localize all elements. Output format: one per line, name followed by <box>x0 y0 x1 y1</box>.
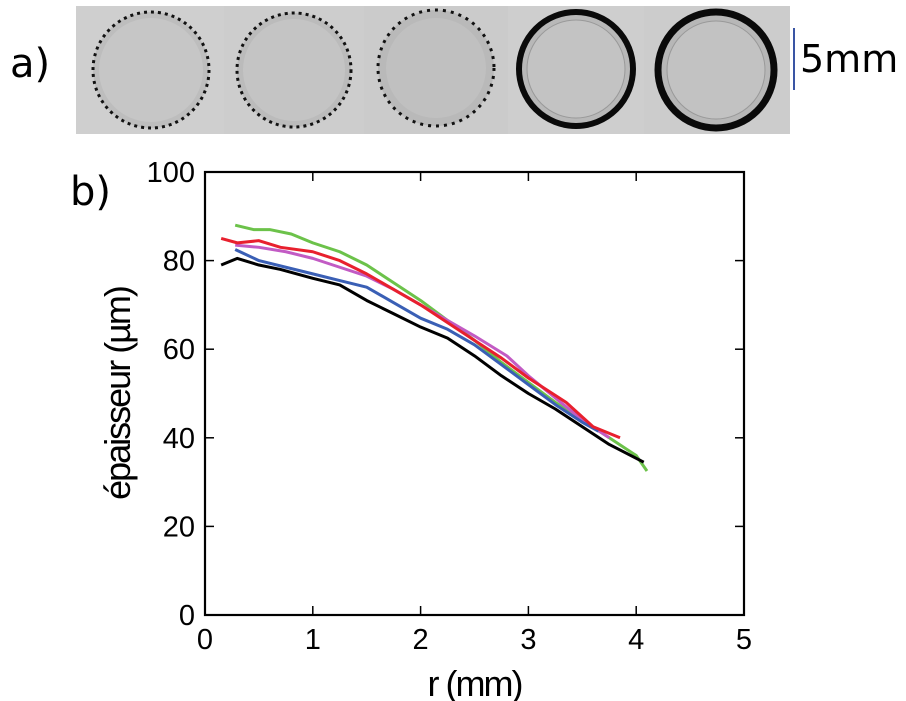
plot-frame <box>203 170 746 617</box>
x-tick-label: 3 <box>520 624 536 656</box>
series-line <box>234 248 600 433</box>
x-axis-label: r (mm) <box>428 663 522 701</box>
ticks-layer: 0 1 2 3 4 5 0 20 40 60 80 100 <box>147 157 752 656</box>
droplet-photo-2 <box>224 6 366 134</box>
droplet-photo-strip <box>76 6 790 134</box>
panel-a-label: a) <box>10 41 51 87</box>
y-tick-label: 60 <box>163 334 195 366</box>
x-tick-label: 0 <box>197 624 213 656</box>
y-tick-label: 40 <box>163 423 195 455</box>
x-tick-label: 1 <box>305 624 321 656</box>
scale-bar-label: 5mm <box>800 37 899 81</box>
droplet-photo-1 <box>76 6 226 134</box>
y-tick-label: 20 <box>163 511 195 543</box>
y-tick-label: 80 <box>163 246 195 278</box>
y-tick-label: 0 <box>179 600 195 632</box>
x-tick-label: 5 <box>736 624 752 656</box>
x-tick-label: 2 <box>413 624 429 656</box>
x-tick-label: 4 <box>628 624 644 656</box>
series-line <box>234 223 649 472</box>
series-line <box>220 237 621 440</box>
droplet-photo-5 <box>644 6 790 134</box>
panel-b-label: b) <box>70 169 111 215</box>
y-axis-label: épaisseur (µm) <box>97 287 138 500</box>
series-line <box>220 256 645 464</box>
series-layer <box>220 223 649 472</box>
scale-bar <box>793 28 795 90</box>
droplet-photo-4 <box>508 6 646 134</box>
y-tick-label: 100 <box>147 157 195 189</box>
droplet-photo-3 <box>364 6 510 134</box>
